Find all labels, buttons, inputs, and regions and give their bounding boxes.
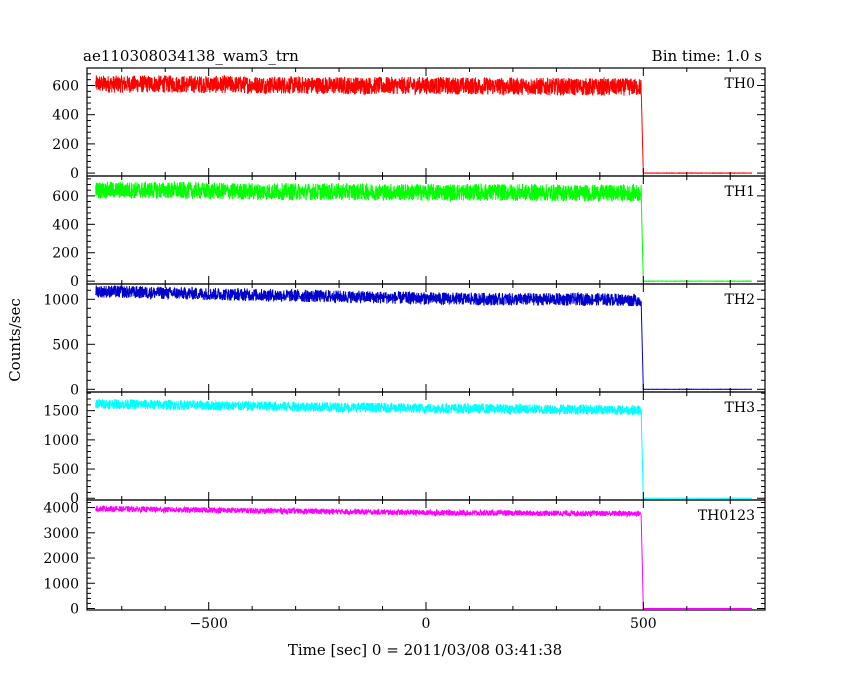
y-tick-label: 2000 [43, 551, 79, 567]
y-tick-label: 1000 [43, 292, 79, 308]
panel-label-th0: TH0 [725, 76, 755, 92]
x-tick-label: −500 [189, 616, 227, 632]
panel-th3: 0 500 1000 1500 TH3 [43, 391, 766, 507]
panel-label-th0123: TH0123 [698, 508, 755, 524]
y-tick-label: 3000 [43, 526, 79, 542]
y-tick-label: 400 [52, 217, 79, 233]
series-line-th2 [95, 285, 753, 391]
series-line-th3 [95, 398, 753, 499]
y-tick-label: 1000 [43, 576, 79, 592]
series-line-th0123 [95, 505, 752, 610]
figure-title: ae110308034138_wam3_trn [83, 47, 299, 65]
y-tick-label: 0 [70, 491, 79, 507]
bin-time-label: Bin time: 1.0 s [652, 47, 762, 65]
panel-label-th1: TH1 [725, 184, 755, 200]
panel-th1: 0 200 400 600 TH1 [52, 175, 766, 290]
series-line-th0 [95, 74, 753, 175]
y-tick-label: 1000 [43, 433, 79, 449]
panel-th0: 0 200 400 600 TH0 [52, 67, 766, 182]
x-tick-label: 500 [630, 616, 657, 632]
panels-group: 0 200 400 600 TH0 0 200 400 600 TH1 0 500 1000 TH2 0 50… [43, 67, 766, 632]
x-tick-label: 0 [422, 616, 431, 632]
panel-frame [86, 499, 766, 611]
y-tick-label: 600 [52, 79, 79, 95]
y-tick-label: 400 [52, 108, 79, 124]
y-tick-label: 600 [52, 189, 79, 205]
y-tick-label: 200 [52, 246, 79, 262]
y-axis-label: Counts/sec [6, 298, 24, 382]
y-tick-label: 200 [52, 137, 79, 153]
panel-label-th3: TH3 [725, 400, 755, 416]
series-line-th1 [95, 180, 752, 283]
y-tick-label: 0 [70, 166, 79, 182]
y-tick-label: 4000 [43, 501, 79, 517]
x-axis-label: Time [sec] 0 = 2011/03/08 03:41:38 [288, 641, 562, 659]
y-tick-label: 0 [70, 274, 79, 290]
y-tick-label: 0 [70, 382, 79, 398]
panel-label-th2: TH2 [725, 292, 755, 308]
y-tick-label: 0 [70, 601, 79, 617]
y-tick-label: 500 [52, 462, 79, 478]
panel-th0123: 0 1000 2000 3000 4000 TH0123 [43, 499, 766, 617]
y-tick-label: 1500 [43, 404, 79, 420]
panel-th2: 0 500 1000 TH2 [43, 283, 766, 398]
y-tick-label: 500 [52, 337, 79, 353]
